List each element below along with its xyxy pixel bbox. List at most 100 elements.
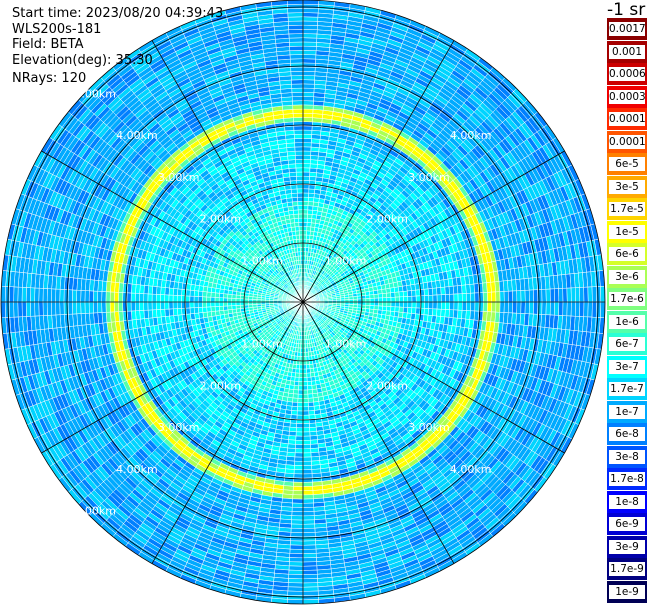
field-cell	[302, 71, 316, 77]
field-cell	[302, 159, 311, 165]
field-cell	[309, 176, 317, 182]
field-cell	[289, 422, 297, 428]
field-cell	[302, 385, 308, 391]
field-cell	[302, 465, 313, 471]
field-cell	[302, 138, 312, 144]
field-cell	[306, 380, 313, 387]
field-cell	[308, 410, 316, 416]
field-cell	[415, 295, 421, 303]
field-cell	[302, 33, 318, 39]
field-cell	[386, 306, 392, 312]
field-cell	[470, 301, 476, 312]
field-cell	[307, 205, 314, 211]
field-cell	[428, 301, 434, 310]
field-cell	[308, 401, 315, 407]
field-cell	[302, 439, 311, 445]
field-cell	[302, 154, 311, 160]
field-cell	[541, 301, 547, 315]
field-cell	[302, 423, 310, 429]
field-cell	[377, 305, 383, 311]
field-cell	[295, 435, 304, 441]
field-cell	[386, 301, 392, 307]
field-cell	[415, 301, 421, 309]
field-cell	[308, 192, 315, 198]
field-cell	[308, 197, 315, 203]
field-cell	[294, 456, 304, 462]
field-cell	[595, 286, 602, 303]
field-cell	[491, 291, 497, 303]
field-cell	[302, 167, 311, 173]
field-cell	[294, 372, 300, 378]
field-cell	[365, 298, 371, 303]
field-cell	[302, 184, 310, 190]
field-cell	[495, 291, 501, 303]
field-cell	[302, 226, 308, 232]
field-cell	[570, 287, 576, 303]
field-cell	[292, 494, 304, 500]
field-cell	[415, 307, 421, 315]
field-cell	[378, 301, 383, 307]
field-cell	[310, 372, 316, 378]
field-cell	[445, 294, 451, 303]
field-cell	[562, 301, 568, 317]
field-cell	[302, 582, 319, 588]
field-cell	[554, 288, 560, 303]
field-cell	[302, 515, 315, 521]
field-cell	[307, 389, 313, 395]
field-cell	[294, 452, 304, 458]
field-cell	[507, 290, 513, 303]
field-cell	[293, 465, 304, 471]
field-cell	[528, 289, 534, 303]
field-cell	[305, 351, 309, 357]
field-cell	[308, 414, 316, 420]
field-cell	[291, 511, 304, 517]
field-cell	[287, 590, 304, 596]
field-cell	[357, 298, 362, 303]
field-cell	[292, 397, 299, 403]
field-cell	[482, 301, 488, 312]
field-cell	[302, 83, 315, 89]
field-cell	[293, 481, 304, 487]
field-cell	[461, 301, 467, 311]
field-cell	[292, 393, 299, 399]
field-cell	[302, 481, 313, 487]
field-cell	[449, 301, 455, 311]
field-cell	[308, 406, 315, 412]
field-cell	[290, 527, 304, 533]
field-cell	[369, 301, 375, 306]
field-cell	[298, 385, 304, 391]
field-cell	[390, 301, 396, 308]
field-cell	[308, 184, 316, 190]
field-cell	[292, 486, 304, 492]
field-cell	[306, 368, 311, 374]
field-cell	[541, 289, 547, 303]
field-cell	[411, 289, 417, 297]
field-cell	[407, 307, 413, 314]
field-cell	[537, 289, 543, 303]
field-cell	[289, 548, 304, 554]
field-cell	[302, 452, 312, 458]
field-cell	[307, 209, 313, 215]
field-cell	[436, 294, 442, 303]
field-cell	[503, 301, 509, 314]
field-cell	[290, 540, 304, 546]
field-cell	[302, 209, 309, 215]
field-cell	[394, 301, 400, 308]
field-cell	[289, 557, 304, 563]
field-cell	[307, 213, 313, 219]
field-cell	[302, 213, 308, 219]
field-cell	[302, 527, 316, 533]
field-cell	[302, 368, 307, 374]
field-cell	[307, 201, 314, 207]
field-cell	[302, 498, 314, 504]
field-cell	[302, 96, 315, 102]
field-cell	[524, 289, 530, 303]
field-cell	[288, 565, 304, 571]
field-cell	[302, 574, 318, 580]
field-cell	[428, 294, 434, 303]
field-cell	[302, 37, 318, 43]
field-cell	[365, 301, 371, 306]
field-cell	[566, 301, 572, 317]
field-cell	[302, 234, 307, 240]
field-cell	[287, 586, 304, 592]
